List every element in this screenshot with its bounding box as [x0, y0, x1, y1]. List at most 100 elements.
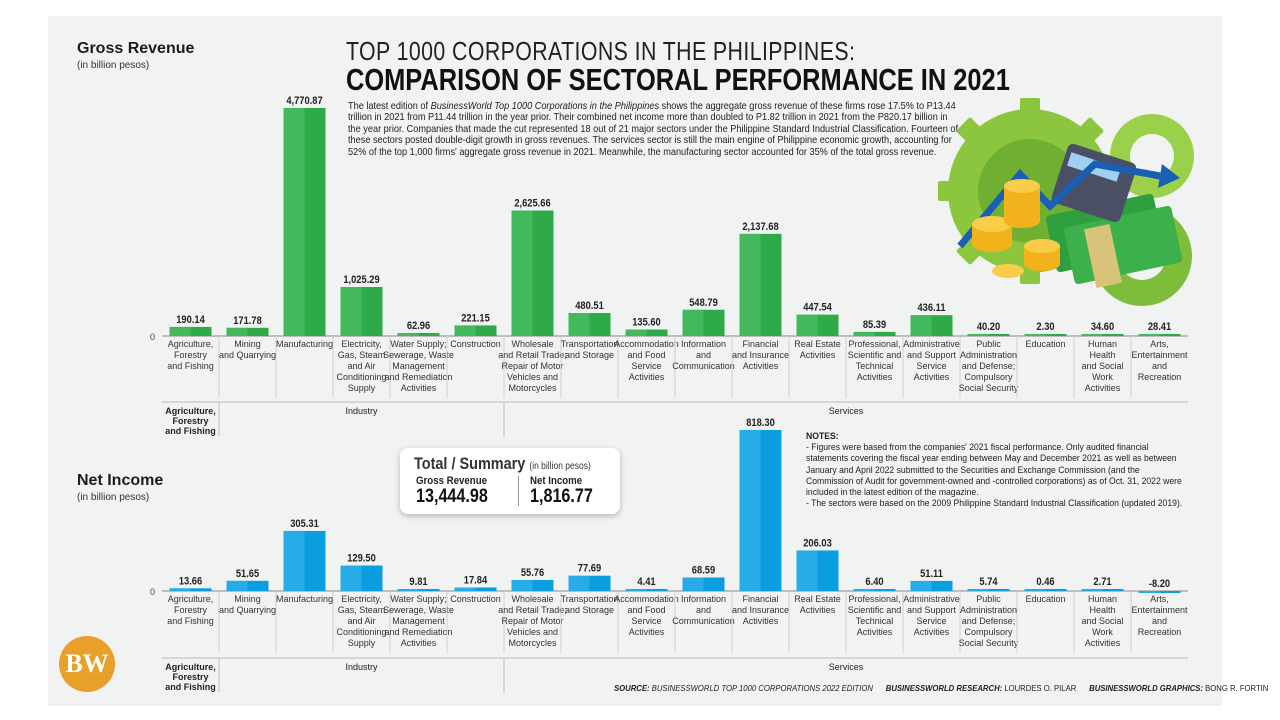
value-label-3: 305.31: [290, 518, 319, 530]
value-label-7: 55.76: [521, 567, 545, 579]
value-label-13: 85.39: [863, 319, 887, 331]
research-label: BUSINESSWORLD RESEARCH:: [885, 683, 1003, 693]
value-label-2: 171.78: [233, 315, 262, 327]
category-label-9: Accommodation and Food Service Activities: [614, 594, 679, 637]
research-text: LOURDES O. PILAR: [1004, 683, 1077, 693]
bar-highlight-11: [739, 430, 761, 591]
trend-arrow-icon: [957, 160, 1180, 249]
bar-highlight-10: [682, 309, 704, 336]
category-label-15: Public Administration and Defense; Compulso…: [959, 339, 1019, 393]
bw-logo: BW: [59, 636, 115, 692]
source-text: BUSINESSWORLD TOP 1000 CORPORATIONS 2022…: [651, 683, 873, 693]
value-label-15: 40.20: [977, 321, 1001, 333]
bar-highlight-17: [1081, 589, 1103, 591]
category-label-16: Education: [1025, 594, 1065, 604]
bar-highlight-2: [226, 580, 248, 591]
category-label-9: Accommodation and Food Service Activities: [614, 339, 679, 382]
net-income-unit: (in billion pesos): [77, 492, 150, 503]
category-label-4: Electricity, Gas, Steam and Air Conditionin…: [336, 339, 386, 393]
bar-highlight-18: [1138, 334, 1160, 336]
summary-net-label: Net Income: [530, 475, 583, 487]
summary-unit: (in billion pesos): [529, 461, 591, 472]
bar-highlight-4: [340, 287, 362, 336]
value-label-16: 2.30: [1036, 321, 1054, 333]
gross-revenue-chart: 0 190.14 Agriculture, Forestry and Fishing 17…: [150, 95, 1188, 436]
value-label-3: 4,770.87: [286, 95, 323, 107]
category-label-6: Construction: [450, 594, 501, 604]
value-label-13: 6.40: [865, 576, 883, 588]
gross-revenue-title: Gross Revenue: [77, 40, 195, 57]
value-label-5: 9.81: [409, 576, 427, 588]
bar-highlight-1: [169, 326, 191, 336]
value-label-8: 480.51: [575, 300, 604, 312]
group-label-agriculture: Agriculture, Forestry and Fishing: [165, 662, 216, 692]
zero-tick-label: 0: [150, 332, 155, 342]
graphics-label: BUSINESSWORLD GRAPHICS:: [1089, 683, 1204, 693]
value-label-8: 77.69: [578, 563, 602, 575]
category-label-8: Transportation and Storage: [561, 339, 619, 360]
value-label-15: 5.74: [979, 576, 997, 588]
intro-post: shows the aggregate gross revenue of the…: [348, 101, 959, 158]
bar-highlight-13: [853, 589, 875, 591]
bar-highlight-11: [739, 233, 761, 336]
category-label-2: Mining and Quarrying: [219, 339, 276, 360]
category-label-3: Manufacturing: [276, 594, 333, 604]
bar-highlight-14: [910, 315, 932, 336]
category-label-16: Education: [1025, 339, 1065, 349]
title-line-1: TOP 1000 CORPORATIONS IN THE PHILIPPINES…: [346, 36, 856, 66]
bar-highlight-16: [1024, 334, 1046, 336]
value-label-12: 206.03: [803, 538, 832, 550]
value-label-5: 62.96: [407, 320, 431, 332]
bar-highlight-18: [1138, 591, 1160, 593]
group-label-industry: Industry: [345, 406, 378, 416]
bar-highlight-13: [853, 331, 875, 336]
bar-highlight-6: [454, 325, 476, 336]
category-label-18: Arts, Entertainment and Recreation: [1131, 594, 1188, 637]
notes-block: NOTES: - Figures were based from the com…: [806, 430, 1183, 508]
value-label-14: 436.11: [917, 303, 945, 315]
bar-highlight-2: [226, 327, 248, 336]
bar-highlight-9: [625, 329, 647, 336]
intro-publication: BusinessWorld Top 1000 Corporations in t…: [430, 101, 660, 112]
category-label-1: Agriculture, Forestry and Fishing: [167, 339, 214, 371]
bar-highlight-14: [910, 580, 932, 591]
value-label-18: -8.20: [1149, 578, 1171, 590]
value-label-4: 129.50: [347, 553, 376, 565]
category-label-17: Human Health and Social Work Activities: [1081, 339, 1123, 393]
intro-pre: The latest edition of: [348, 101, 431, 112]
bar-highlight-4: [340, 565, 362, 591]
value-label-11: 818.30: [746, 417, 775, 429]
category-label-12: Real Estate Activities: [794, 594, 841, 615]
value-label-10: 548.79: [689, 297, 718, 309]
value-label-17: 2.71: [1093, 576, 1111, 588]
bar-highlight-15: [967, 334, 989, 336]
category-label-1: Agriculture, Forestry and Fishing: [167, 594, 214, 626]
category-label-15: Public Administration and Defense; Compulso…: [959, 594, 1019, 648]
bar-highlight-5: [397, 589, 419, 591]
bar-highlight-9: [625, 589, 647, 591]
graphics-text: BONG R. FORTIN: [1205, 683, 1269, 693]
group-label-agriculture: Agriculture, Forestry and Fishing: [165, 406, 216, 436]
bar-highlight-16: [1024, 589, 1046, 591]
category-label-7: Wholesale and Retail Trade; Repair of Moto…: [498, 594, 567, 648]
value-label-9: 4.41: [637, 576, 655, 588]
coins-icon: [972, 179, 1060, 278]
notes-line-1: - Figures were based from the companies'…: [806, 441, 1182, 498]
bar-highlight-5: [397, 332, 419, 336]
notes-line-2: - The sectors were based on the 2009 Phi…: [806, 497, 1183, 509]
summary-gross-label: Gross Revenue: [416, 475, 488, 487]
footer-credits: SOURCE: BUSINESSWORLD TOP 1000 CORPORATI…: [614, 683, 1268, 693]
category-label-5: Water Supply; Sewerage, Waste Management an…: [383, 339, 454, 393]
category-label-14: Administrative and Support Service Activiti…: [903, 339, 960, 382]
value-label-4: 1,025.29: [343, 274, 380, 286]
category-label-11: Financial and Insurance Activities: [732, 339, 789, 371]
category-label-4: Electricity, Gas, Steam and Air Conditionin…: [336, 594, 386, 648]
bar-highlight-12: [796, 550, 818, 591]
category-label-6: Construction: [450, 339, 501, 349]
bar-highlight-8: [568, 313, 590, 336]
group-label-industry: Industry: [345, 662, 378, 672]
category-label-7: Wholesale and Retail Trade; Repair of Moto…: [498, 339, 567, 393]
bar-highlight-17: [1081, 334, 1103, 336]
zero-tick-label: 0: [150, 587, 155, 597]
value-label-2: 51.65: [236, 568, 260, 580]
